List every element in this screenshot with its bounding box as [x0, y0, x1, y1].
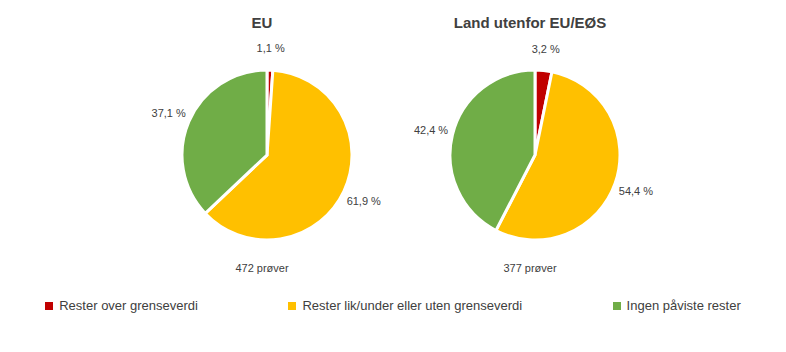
svg-text:37,1 %: 37,1 %: [152, 107, 186, 119]
html-text:Ingen påviste rester: Ingen påviste rester: [626, 298, 741, 313]
svg-text:61,9 %: 61,9 %: [347, 195, 381, 207]
svg-text:1,1 %: 1,1 %: [257, 42, 285, 54]
html-text:EU: EU: [251, 14, 273, 31]
html-text:Rester over grenseverdi: Rester over grenseverdi: [59, 298, 198, 313]
html-text:Land utenfor EU/EØS: Land utenfor EU/EØS: [453, 14, 607, 31]
svg-text:3,2 %: 3,2 %: [532, 43, 560, 55]
svg-text:54,4 %: 54,4 %: [619, 185, 653, 197]
html-text:472 prøver: 472 prøver: [235, 262, 289, 274]
html-text:Rester lik/under eller uten gr: Rester lik/under eller uten grenseverdi: [302, 298, 523, 313]
html-text:377 prøver: 377 prøver: [503, 262, 557, 274]
svg-text:42,4 %: 42,4 %: [414, 124, 448, 136]
